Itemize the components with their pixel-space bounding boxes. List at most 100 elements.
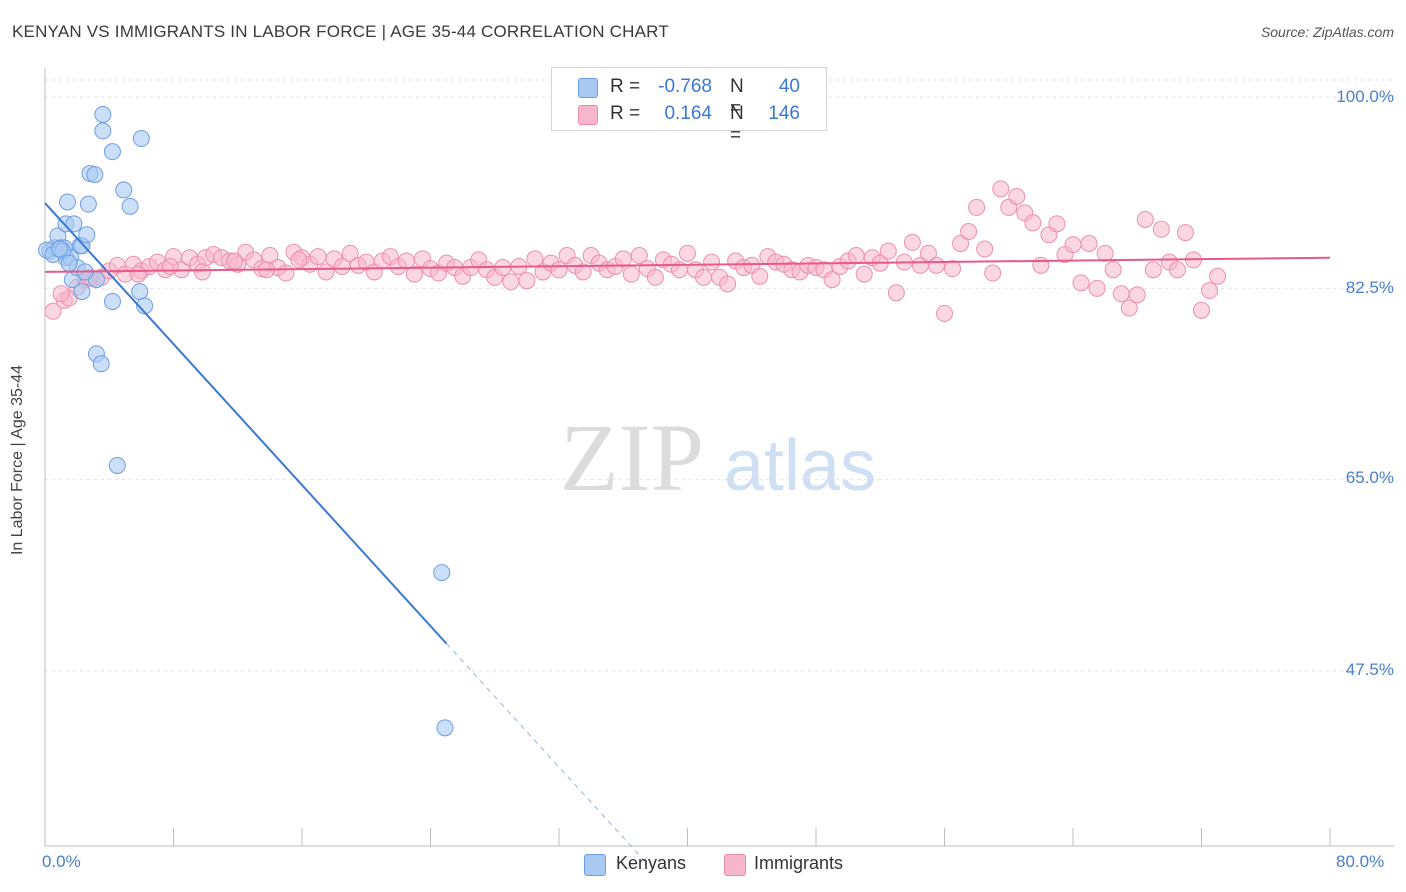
kenyans-trend-line [44,202,448,645]
n-label: N = [730,103,744,146]
immigrants-point [52,285,70,303]
kenyans-point [58,193,76,211]
immigrants-point [976,240,994,258]
immigrants-point [622,265,640,283]
immigrants-trend-line [44,256,1331,273]
immigrants-point [1201,282,1219,300]
kenyans-point [436,719,454,737]
trend-lines [44,202,1331,865]
x-tick-label: 0.0% [42,852,81,871]
immigrants-point [1168,261,1186,279]
immigrants-point [1176,224,1194,242]
immigrants-point [646,268,664,286]
kenyans-point [103,143,121,161]
immigrants-point [992,180,1010,198]
kenyans-point [78,226,96,244]
kenyans-point [121,197,139,215]
r-value: -0.768 [658,76,712,97]
r-label: R = [610,76,641,97]
kenyans-swatch [578,78,598,98]
immigrants-point [1008,187,1026,205]
legend-label: Immigrants [754,853,844,873]
immigrants-point [1144,261,1162,279]
x-tick-label: 80.0% [1336,852,1385,871]
immigrants-point [751,267,769,285]
immigrants-point [44,302,62,320]
correlation-legend: R = -0.768 N = 40 R = 0.164 N = 146 [551,67,827,146]
immigrants-point [1088,279,1106,297]
immigrants-swatch [578,105,598,125]
watermark: ZIP atlas [560,404,876,511]
kenyans-point [79,195,97,213]
immigrants-point [1152,220,1170,238]
immigrants-point [960,222,978,240]
immigrants-point [1032,256,1050,274]
y-tick-label: 82.5% [1345,278,1394,297]
n-value: 40 [778,76,800,97]
kenyans-point [60,254,78,272]
immigrants-point [277,264,295,282]
immigrants-point [614,250,632,268]
kenyans-point [86,166,104,184]
kenyans-point [136,297,154,315]
immigrants-point [823,271,841,289]
immigrants-point [1193,301,1210,319]
kenyans-point [94,122,112,140]
immigrants-swatch [724,854,746,876]
immigrants-point [944,260,962,278]
chart-title: KENYAN VS IMMIGRANTS IN LABOR FORCE | AG… [12,22,669,41]
immigrants-point [550,261,568,279]
immigrants-point [927,256,945,274]
legend-label: Kenyans [616,853,687,873]
kenyans-point [92,355,110,373]
immigrants-point [1112,285,1130,303]
immigrants-point [719,275,737,293]
kenyans-trend-extension [446,643,648,865]
n-value: 146 [768,103,800,124]
immigrants-point [855,265,873,283]
immigrants-point [703,253,721,271]
kenyans-point [433,564,451,582]
immigrants-point [879,242,897,260]
immigrants-point [1128,286,1146,304]
watermark-zip: ZIP [560,404,704,511]
kenyans-point [73,283,91,301]
watermark-atlas: atlas [724,426,876,506]
immigrants-point [1120,299,1138,317]
kenyans-point [65,215,83,233]
kenyans-point [115,181,133,199]
immigrants-point [1136,210,1154,228]
immigrants-point [847,247,865,265]
immigrants-point [679,244,696,262]
kenyans-points [38,105,454,737]
immigrants-point [502,273,520,291]
immigrants-point [903,233,921,251]
n-label: N = [730,76,744,119]
immigrants-point [309,248,327,266]
immigrants-point [405,265,423,283]
kenyans-swatch [584,854,606,876]
r-value: 0.164 [664,103,712,124]
kenyans-point [103,292,121,310]
immigrants-points [44,180,1227,322]
source-note: Source: ZipAtlas.com [1260,24,1394,40]
immigrants-point [936,304,953,322]
y-axis-label: In Labor Force | Age 35-44 [9,364,26,556]
immigrants-point [887,284,905,302]
gridlines [45,79,1394,672]
immigrants-point [226,252,244,270]
immigrants-point [984,264,1002,282]
immigrants-point [1048,215,1066,233]
immigrants-point [1024,214,1042,232]
immigrants-point [1080,235,1098,253]
immigrants-point [341,244,359,262]
immigrants-point [129,265,147,283]
y-tick-label: 65.0% [1345,468,1394,487]
immigrants-point [1209,267,1227,285]
immigrants-point [574,263,592,281]
immigrants-point [630,247,648,265]
immigrants-point [952,235,970,253]
immigrants-point [1104,261,1122,279]
immigrants-point [290,251,308,269]
immigrants-point [1096,244,1114,262]
